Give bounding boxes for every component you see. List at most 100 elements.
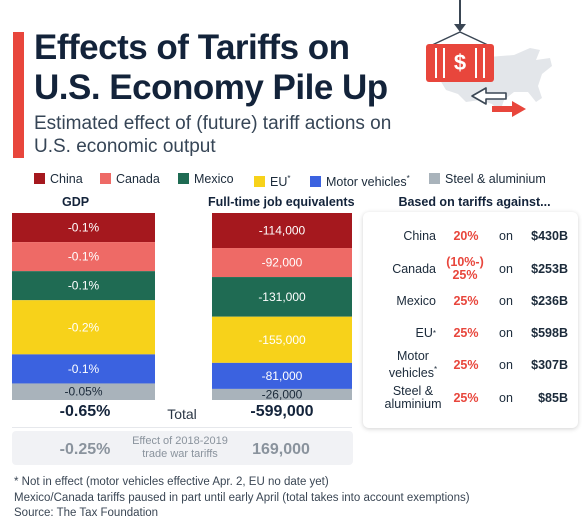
legend-label: Steel & aluminium [445,172,546,186]
page-title: Effects of Tariffs on U.S. Economy Pile … [34,28,388,107]
tariff-amount: $307B [531,358,568,372]
tariff-amount: $253B [531,262,568,276]
tariff-amount: $236B [531,294,568,308]
gdp-segment-china [12,213,155,243]
legend-swatch [100,173,111,184]
footnote-exemptions: Mexico/Canada tariffs paused in part unt… [14,491,470,504]
crane-hook-icon [429,0,491,47]
title-accent-bar [13,32,24,158]
tariff-on-label: on [499,391,513,405]
tariff-rate: 20% [453,228,479,243]
gdp-segment-motor-vehicles [12,354,155,384]
tariff-rate: 25% [453,390,479,405]
legend-footnote-mark: * [406,174,410,183]
gdp-label-china: -0.1% [68,221,100,235]
svg-text:$: $ [454,50,466,75]
tariff-rate: 25% [453,325,479,340]
tariff-row-steel-aluminium: Steel & aluminium 25% on $85B [363,383,578,413]
legend-swatch [178,173,189,184]
gdp-total: -0.65% [59,403,111,420]
legend-swatch [254,176,265,188]
jobs-total: -599,000 [250,403,314,420]
legend-label: EU [270,175,288,190]
gdp-segment-steel-aluminium [12,383,155,400]
tariff-target: China [403,228,436,243]
legend-footnote-mark: * [287,174,291,183]
jobs-label-china: -114,000 [259,224,306,238]
gdp-svg: -0.1% -0.1% -0.1% -0.2% -0.1% -0.05% [12,213,155,400]
legend-item-steel-aluminium: Steel & aluminium [429,170,546,188]
tariff-on-label: on [499,262,513,276]
tariff-on-label: on [499,294,513,308]
jobs-chart-title: Full-time job equivalents [208,195,355,209]
tariff-rate: 25% [453,357,479,372]
tariff-target: Motor vehicles* [388,348,438,381]
gdp-stacked-bar: -0.1% -0.1% -0.1% -0.2% -0.1% -0.05% [12,213,155,400]
jobs-segment-eu [212,316,352,363]
shipping-container-icon [426,44,494,82]
gdp-label-canada: -0.1% [68,250,100,264]
gdp-chart-title: GDP [62,195,90,209]
legend-label: Motor vehicles [326,175,407,190]
jobs-label-canada: -92,000 [262,256,303,270]
footnotes: * Not in effect (motor vehicles effectiv… [14,475,470,522]
legend-item-mexico: Mexico [178,170,234,188]
legend-item-china: China [34,170,83,188]
legend-item-motor-vehicles: Motor vehicles* [310,170,410,190]
tariff-target: Steel & aluminium [384,384,442,411]
legend-swatch [34,173,45,184]
jobs-segment-china [212,213,352,249]
jobs-label-steel-aluminium: -26,000 [262,387,303,400]
trade-war-label: Effect of 2018-2019 trade war tariffs [132,435,228,460]
legend-label: Canada [116,172,160,186]
dollar-sign-icon: $ [454,50,466,75]
legend-label: China [50,172,83,186]
jobs-segment-mexico [212,277,352,317]
tariff-amount: $430B [531,229,568,243]
legend-swatch [429,173,440,184]
tariff-target: Mexico [396,293,436,308]
jobs-segment-steel-aluminium [212,388,352,400]
total-label: Total [167,406,197,422]
jobs-label-mexico: -131,000 [258,290,306,304]
jobs-label-motor-vehicles: -81,000 [262,369,303,383]
tariff-row-canada: Canada (10%-) 25% on $253B [363,254,578,284]
jobs-label-eu: -155,000 [258,333,306,347]
gdp-label-eu: -0.2% [68,320,100,334]
trade-war-effect-box [12,431,353,465]
tariff-amount: $85B [538,391,568,405]
legend-swatch [310,176,321,188]
tariff-rate: 25% [453,293,479,308]
jobs-segment-motor-vehicles [212,362,352,389]
tariffs-header: Based on tariffs against... [398,195,551,209]
jobs-svg: -114,000 -92,000 -131,000 -155,000 -81,000 -2… [212,213,352,400]
tariff-target: Canada [392,261,436,276]
gdp-label-mexico: -0.1% [68,279,100,293]
tariffs-panel [363,212,578,428]
gdp-label-steel-aluminium: -0.05% [64,385,102,399]
gdp-segment-mexico [12,271,155,301]
tariff-on-label: on [499,229,513,243]
trade-arrows-icon [471,87,526,117]
tariff-target: EU * [415,325,437,340]
jobs-segment-canada [212,248,352,278]
page-subtitle: Estimated effect of (future) tariff acti… [34,113,392,157]
tariff-row-eu: EU * 25% on $598B [363,318,578,348]
tariff-row-mexico: Mexico 25% on $236B [363,286,578,316]
total-row [12,402,352,428]
source-credit: Source: The Tax Foundation [14,507,159,519]
legend-item-eu: EU* [254,170,291,190]
tariff-on-label: on [499,326,513,340]
footnote-not-in-effect: * Not in effect (motor vehicles effectiv… [14,476,329,488]
legend-label: Mexico [194,172,234,186]
tariff-rate: (10%-) 25% [446,255,484,282]
tariff-on-label: on [499,358,513,372]
gdp-segment-eu [12,300,155,355]
tariff-illustration: $ [410,0,570,140]
jobs-stacked-bar: -114,000 -92,000 -131,000 -155,000 -81,000 -2… [212,213,352,400]
legend-item-canada: Canada [100,170,160,188]
trade-war-gdp: -0.25% [59,441,111,458]
gdp-segment-canada [12,242,155,272]
tariff-row-motor-vehicles: Motor vehicles* 25% on $307B [363,348,578,381]
tariff-row-china: China 20% on $430B [363,221,578,251]
